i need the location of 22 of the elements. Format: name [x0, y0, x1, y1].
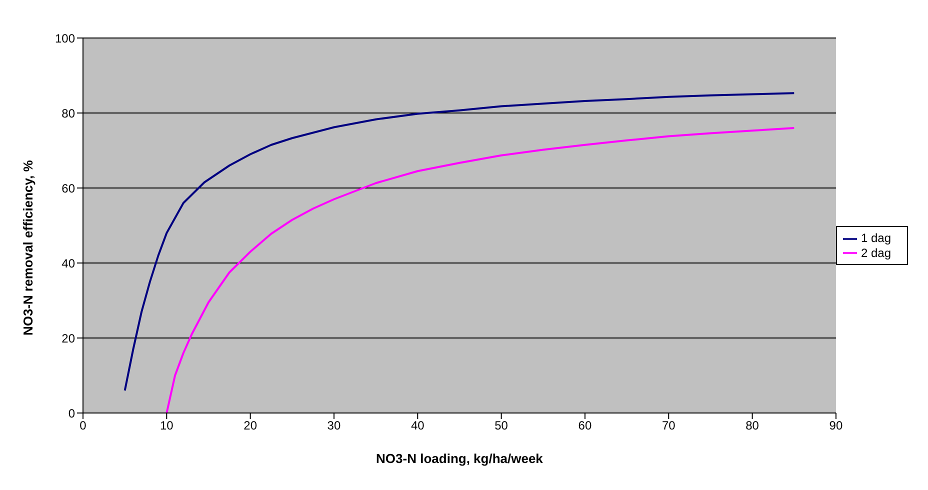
y-tick-label: 0	[68, 406, 76, 420]
legend-label: 1 dag	[860, 230, 891, 245]
x-tick-label: 80	[746, 418, 760, 433]
x-tick-label: 10	[160, 418, 174, 433]
x-tick-label: 40	[410, 418, 425, 433]
line-series	[124, 92, 796, 392]
legend-label: 2 dag	[860, 246, 891, 260]
x-tick-label: 60	[578, 418, 592, 433]
line-series	[166, 127, 796, 413]
y-tick-label: 60	[62, 181, 76, 196]
y-tick-label: 80	[62, 106, 76, 120]
x-tick-label: 90	[829, 418, 843, 433]
x-tick-label: 70	[662, 418, 676, 433]
y-tick-label: 20	[62, 331, 76, 346]
x-axis-title: NO3-N loading, kg/ha/week	[376, 451, 544, 466]
x-tick-label: 20	[244, 418, 258, 433]
x-tick-label: 0	[80, 418, 87, 433]
x-tick-label: 50	[494, 418, 508, 433]
x-tick-label: 30	[327, 418, 341, 433]
y-tick-label: 40	[62, 256, 76, 270]
y-tick-label: 100	[54, 31, 76, 46]
y-axis-title: NO3-N removal efficiency, %	[20, 160, 36, 336]
